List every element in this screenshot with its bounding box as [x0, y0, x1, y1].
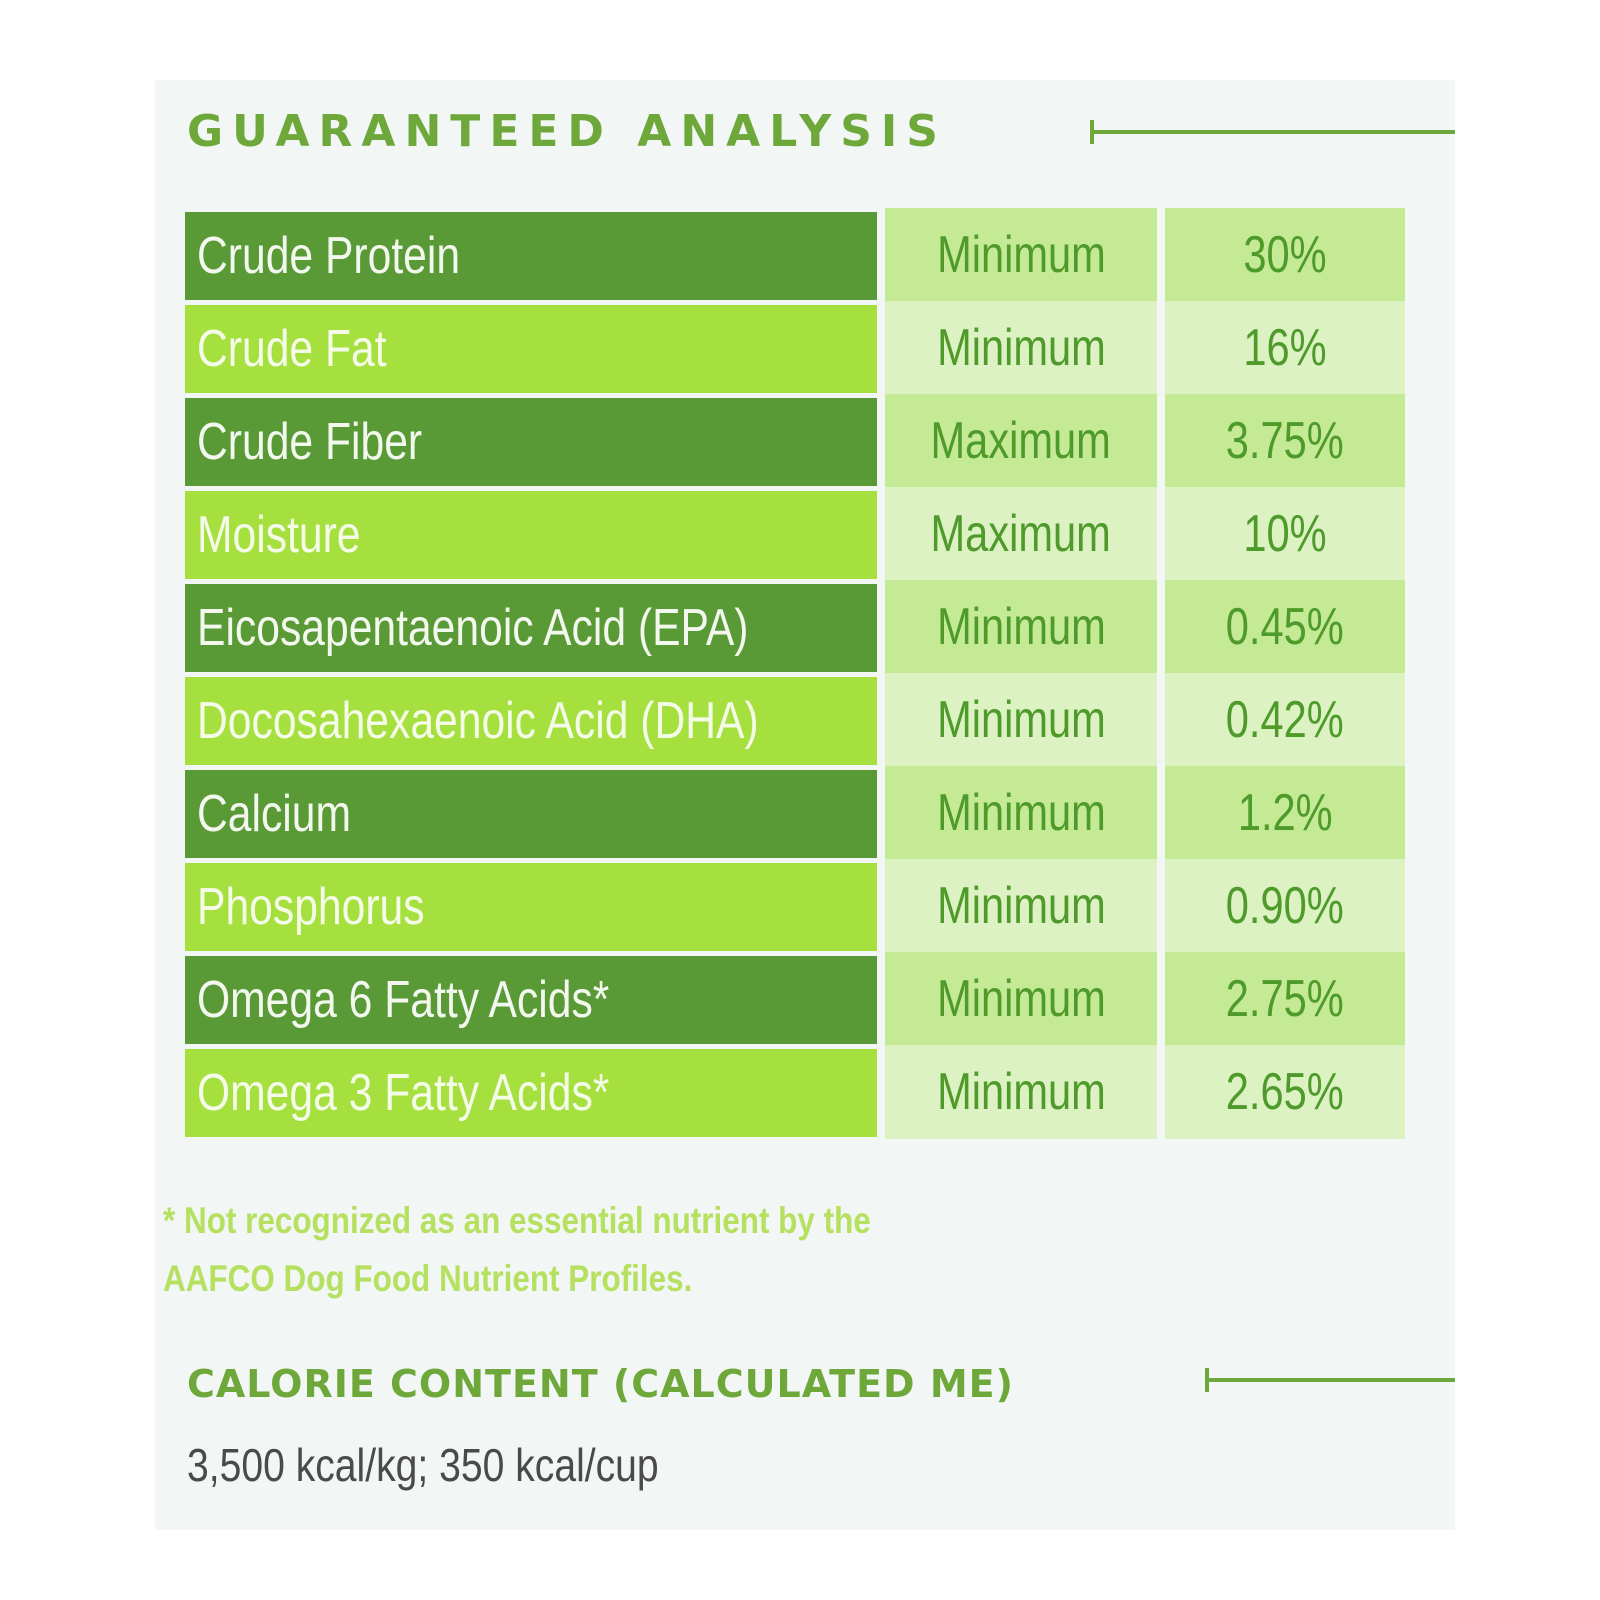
calorie-text: 3,500 kcal/kg; 350 kcal/cup — [187, 1439, 659, 1491]
nutrient-value: 16% — [1243, 319, 1327, 377]
qualifier-cell: Minimum — [885, 1045, 1157, 1139]
qualifier-cell: Minimum — [885, 580, 1157, 674]
qualifier-cell: Minimum — [885, 952, 1157, 1046]
nutrient-value: 0.90% — [1226, 877, 1344, 935]
qualifier-cell: Minimum — [885, 208, 1157, 302]
nutrient-value: 0.42% — [1226, 691, 1344, 749]
nutrient-name: Crude Fat — [197, 320, 387, 378]
qualifier: Minimum — [936, 1063, 1106, 1121]
table-row: Crude Fat Minimum 16% — [185, 301, 1405, 395]
nutrient-name-cell: Moisture — [185, 491, 877, 579]
nutrient-name: Moisture — [197, 506, 361, 564]
value-cell: 2.65% — [1165, 1045, 1405, 1139]
qualifier: Minimum — [936, 970, 1106, 1028]
nutrient-value: 2.65% — [1226, 1063, 1344, 1121]
value-cell: 16% — [1165, 301, 1405, 395]
nutrient-name: Crude Fiber — [197, 413, 423, 471]
nutrient-value: 30% — [1243, 226, 1327, 284]
nutrient-name-cell: Eicosapentaenoic Acid (EPA) — [185, 584, 877, 672]
label-panel: GUARANTEED ANALYSIS Crude Protein Minimum… — [155, 80, 1455, 1530]
nutrient-name: Docosahexaenoic Acid (DHA) — [197, 692, 759, 750]
nutrient-name: Omega 3 Fatty Acids* — [197, 1064, 610, 1122]
table-row: Crude Fiber Maximum 3.75% — [185, 394, 1405, 488]
qualifier-cell: Minimum — [885, 301, 1157, 395]
calorie-content-value: 3,500 kcal/kg; 350 kcal/cup — [187, 1438, 742, 1492]
nutrient-name: Crude Protein — [197, 227, 461, 285]
nutrient-name: Omega 6 Fatty Acids* — [197, 971, 610, 1029]
footnote-line-2: AAFCO Dog Food Nutrient Profiles. — [163, 1258, 693, 1299]
table-row: Calcium Minimum 1.2% — [185, 766, 1405, 860]
qualifier: Minimum — [936, 226, 1106, 284]
qualifier-cell: Maximum — [885, 487, 1157, 581]
qualifier: Minimum — [936, 784, 1106, 842]
qualifier-cell: Minimum — [885, 859, 1157, 953]
table-row: Phosphorus Minimum 0.90% — [185, 859, 1405, 953]
value-cell: 0.45% — [1165, 580, 1405, 674]
nutrient-name: Eicosapentaenoic Acid (EPA) — [197, 599, 749, 657]
table-row: Moisture Maximum 10% — [185, 487, 1405, 581]
qualifier-cell: Maximum — [885, 394, 1157, 488]
nutrient-name-cell: Crude Fiber — [185, 398, 877, 486]
nutrient-name-cell: Phosphorus — [185, 863, 877, 951]
qualifier: Maximum — [930, 412, 1112, 470]
qualifier-cell: Minimum — [885, 766, 1157, 860]
nutrient-name-cell: Omega 3 Fatty Acids* — [185, 1049, 877, 1137]
value-cell: 10% — [1165, 487, 1405, 581]
nutrient-value: 2.75% — [1226, 970, 1344, 1028]
nutrient-name: Calcium — [197, 785, 352, 843]
heading-rule — [1090, 120, 1455, 144]
qualifier-cell: Minimum — [885, 673, 1157, 767]
qualifier: Maximum — [930, 505, 1112, 563]
value-cell: 0.90% — [1165, 859, 1405, 953]
qualifier: Minimum — [936, 691, 1106, 749]
calorie-heading-rule — [1205, 1368, 1455, 1392]
value-cell: 30% — [1165, 208, 1405, 302]
footnote: * Not recognized as an essential nutrien… — [163, 1192, 943, 1308]
value-cell: 3.75% — [1165, 394, 1405, 488]
value-cell: 1.2% — [1165, 766, 1405, 860]
value-cell: 0.42% — [1165, 673, 1405, 767]
nutrient-name-cell: Crude Protein — [185, 212, 877, 300]
calorie-content-heading: CALORIE CONTENT (CALCULATED ME) — [187, 1362, 1014, 1406]
nutrient-name-cell: Omega 6 Fatty Acids* — [185, 956, 877, 1044]
guaranteed-analysis-heading: GUARANTEED ANALYSIS — [187, 106, 947, 157]
nutrient-name: Phosphorus — [197, 878, 425, 936]
nutrient-name-cell: Crude Fat — [185, 305, 877, 393]
qualifier: Minimum — [936, 598, 1106, 656]
nutrient-name-cell: Calcium — [185, 770, 877, 858]
table-row: Eicosapentaenoic Acid (EPA) Minimum 0.45% — [185, 580, 1405, 674]
table-row: Docosahexaenoic Acid (DHA) Minimum 0.42% — [185, 673, 1405, 767]
nutrient-value: 1.2% — [1237, 784, 1333, 842]
footnote-line-1: * Not recognized as an essential nutrien… — [163, 1200, 871, 1241]
nutrient-name-cell: Docosahexaenoic Acid (DHA) — [185, 677, 877, 765]
nutrient-value: 3.75% — [1226, 412, 1344, 470]
nutrient-value: 0.45% — [1226, 598, 1344, 656]
table-row: Crude Protein Minimum 30% — [185, 208, 1405, 302]
nutrient-value: 10% — [1243, 505, 1327, 563]
qualifier: Minimum — [936, 319, 1106, 377]
table-row: Omega 3 Fatty Acids* Minimum 2.65% — [185, 1045, 1405, 1139]
qualifier: Minimum — [936, 877, 1106, 935]
table-row: Omega 6 Fatty Acids* Minimum 2.75% — [185, 952, 1405, 1046]
value-cell: 2.75% — [1165, 952, 1405, 1046]
